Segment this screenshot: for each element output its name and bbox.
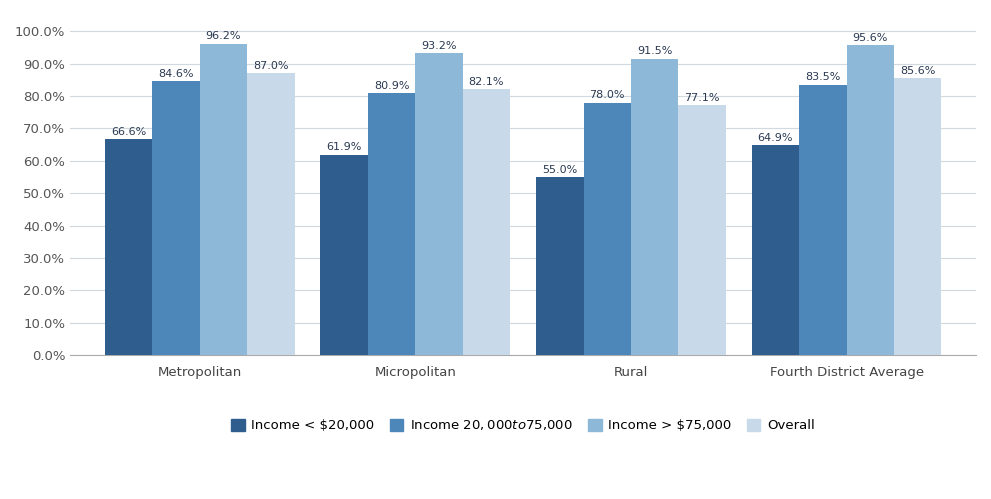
Text: 93.2%: 93.2% <box>421 41 457 51</box>
Legend: Income < $20,000, Income $20,000 to $75,000, Income > $75,000, Overall: Income < $20,000, Income $20,000 to $75,… <box>226 413 821 438</box>
Text: 91.5%: 91.5% <box>637 46 672 56</box>
Bar <box>415 53 463 355</box>
Bar <box>584 102 631 355</box>
Bar <box>463 89 510 355</box>
Bar <box>199 43 247 355</box>
Bar <box>368 93 415 355</box>
Text: 84.6%: 84.6% <box>159 69 193 79</box>
Text: 95.6%: 95.6% <box>852 33 888 43</box>
Text: 80.9%: 80.9% <box>374 81 409 91</box>
Bar <box>536 177 584 355</box>
Bar <box>320 155 368 355</box>
Text: 82.1%: 82.1% <box>469 77 504 87</box>
Bar <box>894 78 941 355</box>
Text: 85.6%: 85.6% <box>900 65 936 76</box>
Bar <box>679 105 725 355</box>
Text: 61.9%: 61.9% <box>326 142 362 152</box>
Text: 77.1%: 77.1% <box>685 93 719 103</box>
Text: 87.0%: 87.0% <box>253 61 288 71</box>
Bar <box>153 81 199 355</box>
Bar <box>247 73 294 355</box>
Bar <box>799 85 846 355</box>
Text: 55.0%: 55.0% <box>542 165 578 175</box>
Text: 64.9%: 64.9% <box>758 133 793 143</box>
Bar <box>752 145 799 355</box>
Bar <box>846 45 894 355</box>
Bar <box>631 59 679 355</box>
Text: 66.6%: 66.6% <box>111 127 146 137</box>
Text: 83.5%: 83.5% <box>806 72 840 82</box>
Text: 96.2%: 96.2% <box>205 31 241 41</box>
Bar <box>105 139 153 355</box>
Text: 78.0%: 78.0% <box>590 90 625 100</box>
